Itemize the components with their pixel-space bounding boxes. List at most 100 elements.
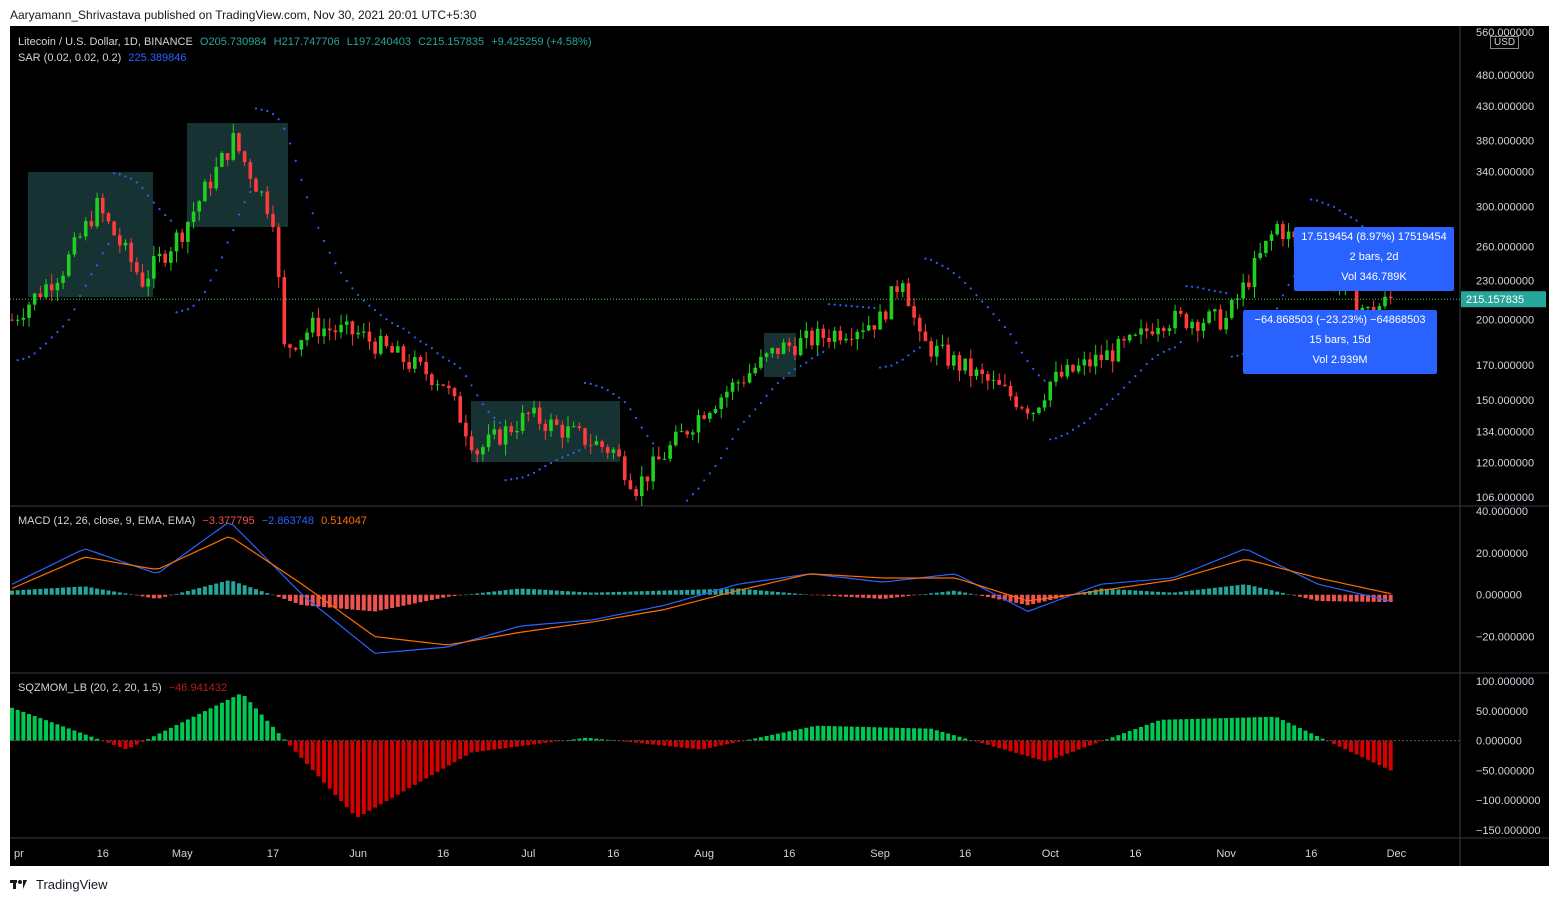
candle-body <box>849 338 854 340</box>
sar-dot <box>1332 205 1336 208</box>
candle-body <box>396 346 400 353</box>
macd-hist-bar <box>1133 590 1138 595</box>
sar-dot <box>1156 353 1160 357</box>
time-tick-label: Aug <box>694 848 714 860</box>
sar-dot <box>158 208 161 211</box>
sqz-bar <box>673 740 678 747</box>
candle-body <box>1133 334 1138 336</box>
macd-hist-bar <box>1354 594 1359 602</box>
macd-hist-bar <box>1025 594 1030 606</box>
macd-hist-bar <box>1314 594 1319 601</box>
sqz-bar <box>180 722 185 741</box>
macd-hist-bar <box>622 591 627 595</box>
candle-body <box>742 382 746 384</box>
sqz-bar <box>1241 717 1246 741</box>
sqz-bar <box>55 724 60 741</box>
sar-dot <box>759 402 763 405</box>
sar-dot <box>130 177 133 180</box>
sar-dot <box>391 321 394 325</box>
sar-dot <box>964 281 967 285</box>
macd-hist-bar <box>492 591 497 595</box>
candle-body <box>906 283 911 307</box>
macd-hist-bar <box>1235 585 1240 595</box>
candle-body <box>566 426 570 438</box>
candle-body <box>549 419 553 431</box>
macd-hist-bar <box>452 594 457 596</box>
candle-body <box>1366 307 1370 309</box>
macd-hist-bar <box>951 590 956 595</box>
sqz-bar <box>305 740 310 764</box>
macd-hist-bar <box>1104 588 1109 595</box>
candle-body <box>1252 257 1257 287</box>
macd-hist-bar <box>662 590 667 595</box>
sar-dot <box>589 382 592 386</box>
macd-hist-bar <box>685 589 690 595</box>
sqz-bar <box>526 740 531 746</box>
sar-dot <box>890 364 893 367</box>
macd-hist-bar <box>821 594 826 596</box>
sar-dot <box>901 358 904 361</box>
sqz-bar <box>214 705 219 741</box>
time-tick-label: pr <box>14 848 24 860</box>
chart-canvas[interactable]: 215.157835560.000000480.000000430.000000… <box>10 26 1549 866</box>
macd-hist-bar <box>645 591 650 595</box>
candle-body <box>333 330 338 333</box>
macd-hist-bar <box>758 590 763 595</box>
sar-dot <box>646 434 649 438</box>
sqz-bar <box>900 727 905 741</box>
symbol-name[interactable]: Litecoin / U.S. Dollar, 1D, BINANCE <box>18 36 193 48</box>
candle-body <box>169 251 173 263</box>
macd-hist-bar <box>49 588 54 595</box>
sqz-bar <box>219 702 224 741</box>
candle-body <box>883 311 888 320</box>
candle-body <box>203 181 207 202</box>
sqz-bar <box>151 736 156 741</box>
sar-dot <box>981 300 984 303</box>
macd-hist-bar <box>583 592 588 595</box>
sar-dot <box>725 447 728 450</box>
sqz-bar <box>792 730 797 741</box>
candle-body <box>963 358 967 371</box>
sqz-bar <box>514 740 519 747</box>
candle-body <box>651 456 655 482</box>
sar-dot <box>317 226 320 229</box>
sqz-bar <box>974 740 979 742</box>
macd-hist-bar <box>72 586 77 595</box>
macd-hist-value: −3.377795 <box>202 515 255 527</box>
sqz-bar <box>1087 740 1092 746</box>
currency-label[interactable]: USD <box>1490 36 1520 49</box>
candle-body <box>1241 282 1245 299</box>
macd-hist-bar <box>1218 587 1223 595</box>
macd-label[interactable]: MACD (12, 26, close, 9, EMA, EMA) <box>18 515 196 527</box>
candle-body <box>72 237 77 255</box>
sqz-bar <box>600 739 605 741</box>
candle-body <box>344 321 349 325</box>
sar-dot <box>413 336 416 339</box>
sar-dot <box>969 287 972 290</box>
macd-hist-bar <box>554 590 559 595</box>
sqz-label[interactable]: SQZMOM_LB (20, 2, 20, 1.5) <box>18 682 162 694</box>
candle-body <box>361 331 366 333</box>
macd-hist-bar <box>407 594 412 605</box>
sar-label[interactable]: SAR (0.02, 0.02, 0.2) <box>18 52 122 64</box>
chart-area[interactable]: 215.157835 560.000000 480.000000 430.000000… <box>10 26 1549 866</box>
candle-body <box>242 151 247 163</box>
macd-hist-bar <box>560 590 565 595</box>
candle-body <box>83 221 88 237</box>
candle-body <box>1224 317 1228 330</box>
footer-brand[interactable]: TradingView <box>36 876 108 892</box>
macd-hist-bar <box>100 589 105 595</box>
macd-hist-bar <box>197 587 202 595</box>
macd-hist-bar <box>157 594 162 599</box>
macd-hist-bar <box>826 594 831 596</box>
candle-body <box>367 331 372 342</box>
sar-dot <box>73 308 76 311</box>
macd-hist-bar <box>617 591 622 595</box>
sar-dot <box>1094 413 1097 416</box>
candle-body <box>1258 253 1262 258</box>
macd-hist-bar <box>208 585 213 595</box>
macd-signal-value: 0.514047 <box>321 515 367 527</box>
candle-body <box>895 286 899 293</box>
sqz-bar <box>384 740 389 802</box>
macd-hist-bar <box>923 593 928 595</box>
